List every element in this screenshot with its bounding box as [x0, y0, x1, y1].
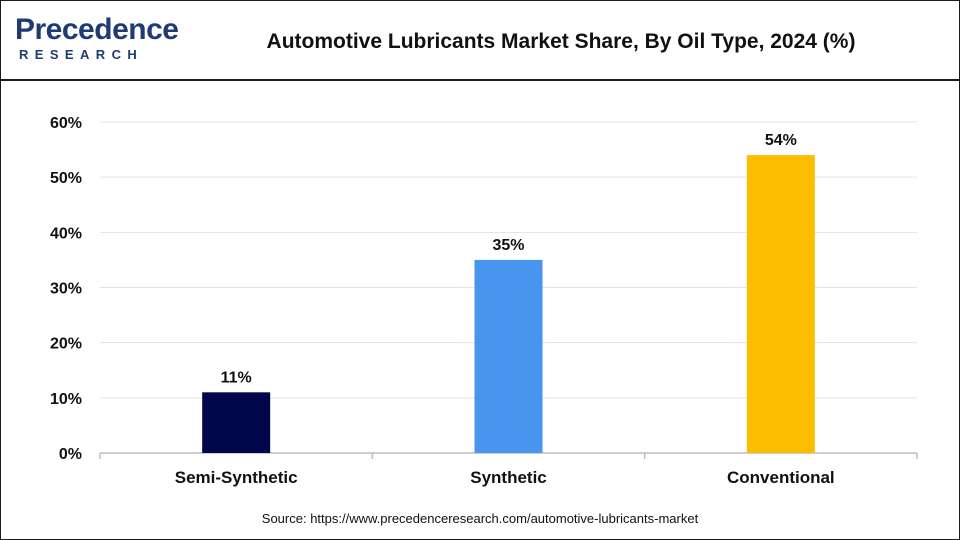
bar [474, 259, 543, 453]
data-label: 54% [765, 132, 797, 149]
x-tick-label: Semi-Synthetic [175, 468, 298, 487]
y-tick-label: 60% [50, 115, 82, 132]
y-tick-label: 30% [50, 281, 82, 298]
logo-wordmark: Precedence [15, 13, 179, 46]
y-tick-label: 0% [59, 446, 82, 463]
data-label: 35% [492, 237, 524, 254]
header: Precedence RESEARCH Automotive Lubricant… [1, 1, 959, 81]
y-tick-label: 50% [50, 170, 82, 187]
bar-chart: 0% 10% 20% 30% 40% 50% 60% 11% Semi-Synthetic 35%… [50, 115, 918, 487]
source-note: Source: https://www.precedenceresearch.c… [261, 511, 699, 526]
x-tick-label: Synthetic [470, 468, 547, 487]
precedence-research-logo: Precedence RESEARCH [15, 15, 179, 67]
logo-subtext: RESEARCH [19, 47, 144, 62]
bar [202, 392, 271, 453]
bar [746, 155, 815, 453]
x-tick-label: Conventional [727, 468, 835, 487]
chart-title: Automotive Lubricants Market Share, By O… [266, 30, 856, 53]
data-label: 11% [221, 369, 252, 386]
y-tick-label: 10% [50, 391, 82, 408]
y-tick-label: 40% [50, 225, 82, 242]
y-tick-label: 20% [50, 336, 82, 353]
